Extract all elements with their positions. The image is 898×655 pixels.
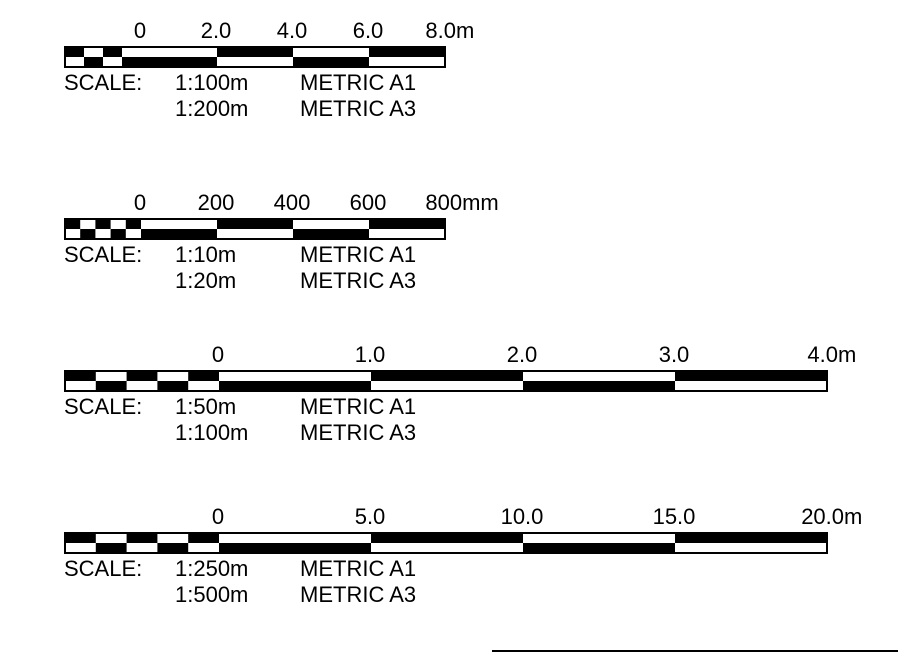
- sheet-size: METRIC A3: [300, 96, 417, 121]
- main-segment: [675, 371, 827, 381]
- subdivision-cell: [95, 381, 127, 391]
- main-segment: [219, 381, 371, 391]
- scale-tick-label: 2.0: [506, 342, 538, 367]
- graphic-scale-bar: [64, 218, 446, 240]
- sheet-size: METRIC A3: [300, 268, 417, 293]
- scale-tick-label: 0: [133, 190, 147, 215]
- subdivision-cell: [188, 533, 219, 543]
- scale-tick-label: 15.0: [652, 504, 696, 529]
- scale-ratio: 1:250m: [175, 556, 249, 581]
- subdivision-cell: [95, 219, 111, 229]
- main-segment: [371, 371, 523, 381]
- main-segment: [675, 533, 827, 543]
- graphic-scale-bar: [64, 46, 446, 68]
- scale-tick-label: 6.0: [352, 18, 384, 43]
- scale-prefix: SCALE:: [64, 70, 143, 95]
- scale-tick-label: 5.0: [354, 504, 386, 529]
- scale-tick-label: 400: [273, 190, 311, 215]
- subdivision-cell: [103, 47, 122, 57]
- graphic-scale-bar: [64, 532, 828, 554]
- subdivision-cell: [188, 371, 219, 381]
- subdivision-cell: [126, 533, 158, 543]
- bar-outline: [64, 370, 828, 392]
- subdivision-cell: [125, 219, 141, 229]
- main-segment: [523, 543, 675, 553]
- main-segment: [217, 219, 293, 229]
- scale-tick-label: 800mm: [425, 190, 499, 215]
- scale-prefix: SCALE:: [64, 556, 143, 581]
- subdivision-cell: [157, 543, 189, 553]
- scale-tick-label: 600: [349, 190, 387, 215]
- sheet-size: METRIC A1: [300, 242, 417, 267]
- main-segment: [369, 219, 445, 229]
- scale-bar-4: 0 5.0 10.0 15.0 20.0m SCALE: 1:250m METRIC A1 1:…: [0, 504, 898, 654]
- scale-prefix: SCALE:: [64, 242, 143, 267]
- scale-tick-label: 200: [197, 190, 235, 215]
- bar-outline: [64, 46, 446, 68]
- sheet-size: METRIC A3: [300, 582, 417, 607]
- scale-ratio: 1:100m: [175, 420, 249, 445]
- subdivision-cell: [80, 229, 96, 239]
- main-segment: [293, 57, 369, 67]
- main-segment: [219, 543, 371, 553]
- sheet-size: METRIC A3: [300, 420, 417, 445]
- scale-bar-2: 0 200 400 600 800mm SCALE: 1:10m METRIC A1 1:20m…: [0, 190, 898, 340]
- main-segment: [293, 229, 369, 239]
- title-block-border-line: [492, 650, 898, 652]
- subdivision-cell: [65, 371, 96, 381]
- scale-tick-label: 10.0: [500, 504, 544, 529]
- main-segment: [523, 381, 675, 391]
- bar-outline: [64, 218, 446, 240]
- scale-bar-3: 0 1.0 2.0 3.0 4.0m SCALE: 1:50m METRIC A1 1:100m…: [0, 342, 898, 492]
- main-segment: [371, 533, 523, 543]
- scale-tick-label: 1.0: [354, 342, 386, 367]
- scale-tick-label: 0: [133, 18, 147, 43]
- main-segment: [217, 47, 293, 57]
- main-segment: [141, 57, 217, 67]
- scale-tick-label: 3.0: [658, 342, 690, 367]
- scale-bar-1: 0 2.0 4.0 6.0 8.0m SCALE: 1:100m METRIC A1 1:200…: [0, 18, 898, 168]
- scale-tick-label: 4.0: [276, 18, 308, 43]
- scale-ratio: 1:100m: [175, 70, 249, 95]
- main-segment: [141, 229, 217, 239]
- subdivision-cell: [122, 57, 141, 67]
- bar-outline: [64, 532, 828, 554]
- scale-ratio: 1:200m: [175, 96, 249, 121]
- subdivision-cell: [65, 533, 96, 543]
- scale-ratio: 1:10m: [175, 242, 237, 267]
- subdivision-cell: [126, 371, 158, 381]
- subdivision-cell: [84, 57, 103, 67]
- scale-tick-label: 20.0m: [801, 504, 863, 529]
- scale-tick-label: 0: [211, 504, 225, 529]
- scale-tick-label: 4.0m: [807, 342, 857, 367]
- scale-ratio: 1:20m: [175, 268, 237, 293]
- scale-prefix: SCALE:: [64, 394, 143, 419]
- subdivision-cell: [65, 219, 81, 229]
- scale-tick-label: 0: [211, 342, 225, 367]
- main-segment: [369, 47, 445, 57]
- subdivision-cell: [157, 381, 189, 391]
- scale-tick-label: 2.0: [200, 18, 232, 43]
- subdivision-cell: [65, 47, 84, 57]
- scale-tick-label: 8.0m: [425, 18, 475, 43]
- subdivision-cell: [110, 229, 126, 239]
- graphic-scale-bar: [64, 370, 828, 392]
- sheet-size: METRIC A1: [300, 70, 417, 95]
- scale-ratio: 1:500m: [175, 582, 249, 607]
- sheet-size: METRIC A1: [300, 394, 417, 419]
- subdivision-cell: [95, 543, 127, 553]
- sheet-size: METRIC A1: [300, 556, 417, 581]
- scale-ratio: 1:50m: [175, 394, 237, 419]
